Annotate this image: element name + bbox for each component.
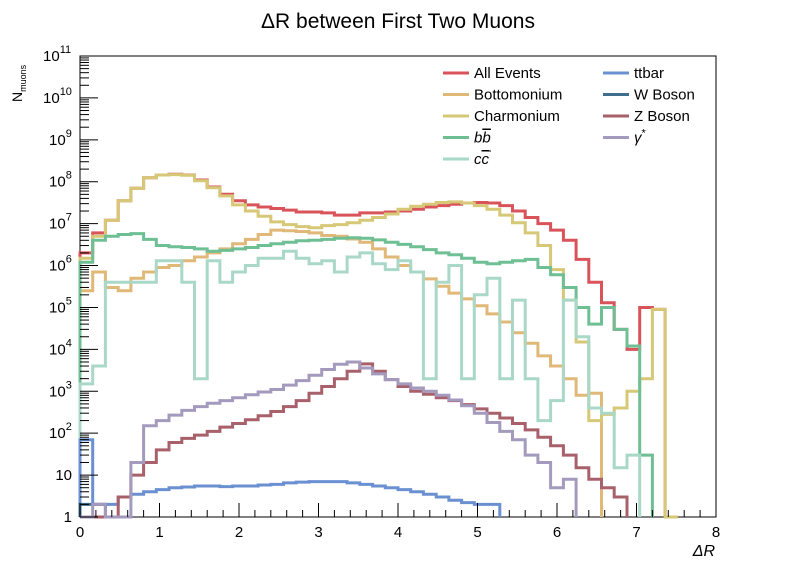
legend-label: Bottomonium bbox=[474, 87, 562, 104]
x-tick-label: 0 bbox=[76, 524, 84, 541]
svg-text:Nmuons: Nmuons bbox=[9, 64, 28, 102]
x-axis-title: ΔR bbox=[692, 543, 716, 560]
y-tick-label: 1010 bbox=[43, 86, 72, 107]
legend-label: cc bbox=[474, 151, 490, 168]
legend-label: Z Boson bbox=[634, 108, 690, 125]
y-axis-title-main: N bbox=[9, 92, 25, 102]
y-tick-label: 107 bbox=[49, 212, 72, 233]
y-tick-label: 105 bbox=[49, 295, 72, 316]
y-tick-label: 103 bbox=[49, 379, 72, 400]
x-tick-label: 3 bbox=[314, 524, 322, 541]
series-layer bbox=[78, 172, 678, 519]
legend-label: ttbar bbox=[634, 65, 664, 82]
y-tick-label: 1011 bbox=[43, 44, 71, 65]
series-line-7 bbox=[80, 362, 629, 519]
legend: All Events Bottomonium Charmonium bb cc ttbar… bbox=[443, 65, 695, 168]
x-tick-label: 6 bbox=[553, 524, 561, 541]
legend-label: γ* bbox=[634, 128, 647, 147]
y-tick-label: 102 bbox=[49, 421, 72, 442]
series-line-8 bbox=[80, 360, 578, 519]
x-tick-label: 7 bbox=[632, 524, 640, 541]
y-tick-label: 10 bbox=[55, 467, 72, 484]
x-tick-label: 4 bbox=[394, 524, 402, 541]
x-tick-label: 8 bbox=[712, 524, 720, 541]
series-line-4 bbox=[78, 249, 642, 517]
legend-label: W Boson bbox=[634, 87, 695, 104]
plot-area-border bbox=[79, 55, 717, 518]
chart-title: ΔR between First Two Muons bbox=[261, 10, 535, 33]
series-line-5 bbox=[78, 438, 502, 517]
y-axis-title: Nmuons bbox=[9, 64, 28, 102]
x-axis: 0 1 2 3 4 5 6 7 8 bbox=[76, 503, 720, 541]
series-line-1 bbox=[78, 228, 603, 517]
y-axis: 1 10 102 103 104 105 106 107 108 109 1010 1011 bbox=[43, 44, 98, 526]
x-tick-label: 2 bbox=[235, 524, 243, 541]
x-tick-label: 1 bbox=[155, 524, 163, 541]
y-tick-label: 104 bbox=[49, 337, 72, 358]
y-tick-label: 1 bbox=[64, 509, 72, 526]
legend-label: bb bbox=[474, 130, 491, 147]
legend-label: Charmonium bbox=[474, 108, 560, 125]
y-tick-label: 106 bbox=[49, 254, 72, 275]
y-tick-label: 109 bbox=[49, 128, 72, 149]
legend-label: All Events bbox=[474, 65, 541, 82]
y-axis-title-subscript: muons bbox=[18, 64, 28, 92]
series-line-3 bbox=[78, 232, 654, 517]
x-tick-label: 5 bbox=[473, 524, 481, 541]
plot-frame bbox=[79, 55, 717, 518]
y-tick-label: 108 bbox=[49, 170, 72, 191]
